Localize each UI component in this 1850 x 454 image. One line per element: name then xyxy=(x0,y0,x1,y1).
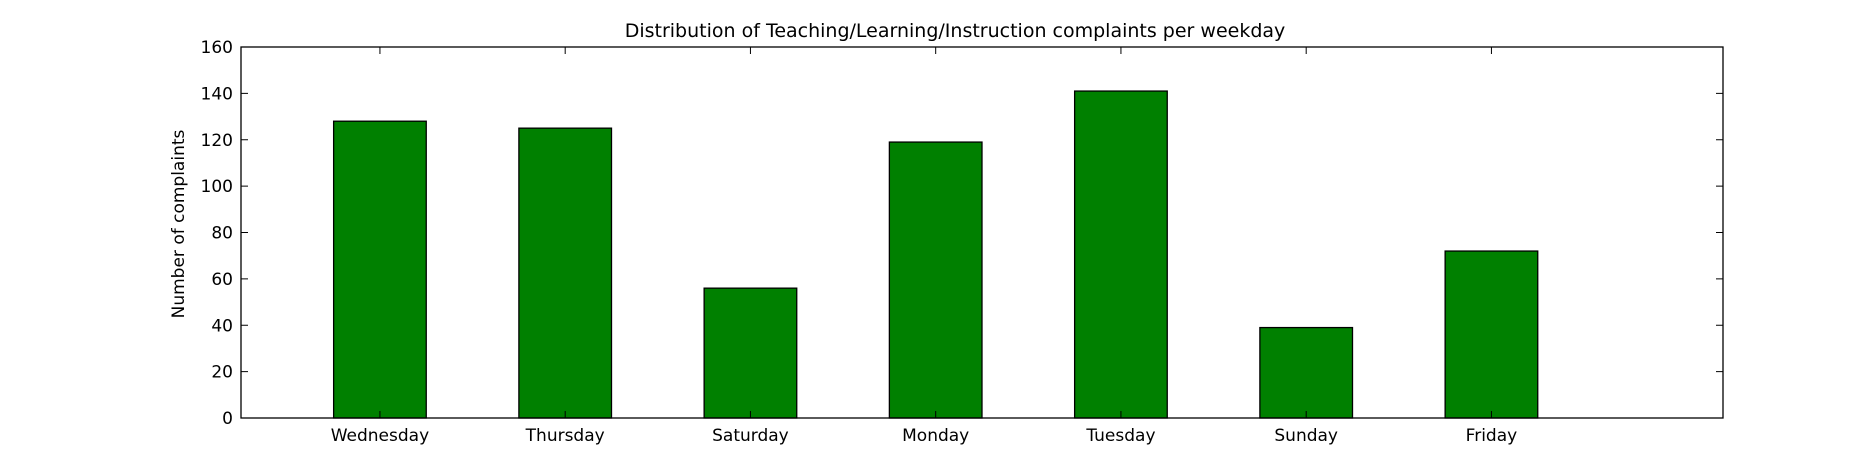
bar-sunday xyxy=(1259,326,1354,419)
x-tick-label-tuesday: Tuesday xyxy=(1085,426,1155,446)
y-tick-label: 100 xyxy=(201,177,233,197)
y-axis-label: Number of complaints xyxy=(169,129,189,318)
y-tick-label: 60 xyxy=(211,270,233,290)
y-tick-label: 80 xyxy=(211,224,233,244)
chart-title: Distribution of Teaching/Learning/Instru… xyxy=(625,20,1286,42)
x-tick-label-saturday: Saturday xyxy=(712,426,789,446)
x-tick-label-thursday: Thursday xyxy=(525,426,605,446)
bar-friday xyxy=(1444,250,1539,419)
x-tick-label-sunday: Sunday xyxy=(1274,426,1338,446)
x-tick-label-monday: Monday xyxy=(902,426,969,446)
y-tick-label: 0 xyxy=(222,409,233,429)
y-tick-label: 120 xyxy=(201,131,233,151)
y-tick-label: 20 xyxy=(211,363,233,383)
x-tick-label-friday: Friday xyxy=(1466,426,1518,446)
plot-frame xyxy=(240,46,1724,419)
y-tick-label: 140 xyxy=(201,84,233,104)
axes-group: 0 20 40 60 80 100 120 140 160 Wednesday Thursday Sa… xyxy=(201,38,1724,446)
bar-wednesday xyxy=(332,120,427,419)
bar-saturday xyxy=(703,287,798,419)
bar-tuesday xyxy=(1073,90,1168,419)
y-tick-label: 40 xyxy=(211,316,233,336)
bars-group xyxy=(332,90,1539,419)
bar-monday xyxy=(888,141,983,419)
y-tick-label: 160 xyxy=(201,38,233,58)
x-tick-label-wednesday: Wednesday xyxy=(331,426,429,446)
bar-thursday xyxy=(518,127,613,419)
